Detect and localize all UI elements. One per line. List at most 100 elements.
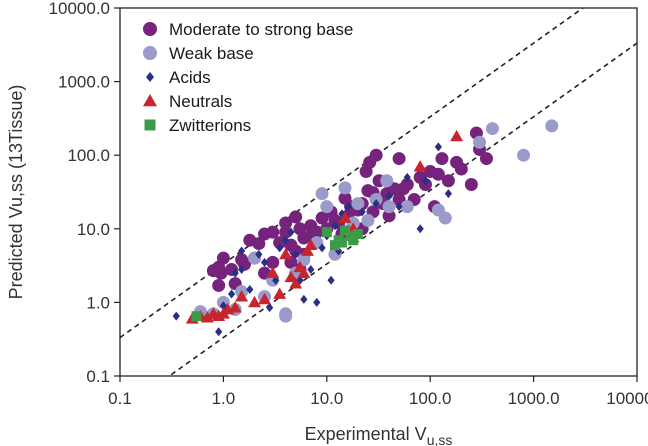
data-point [392, 152, 406, 166]
legend-label: Moderate to strong base [169, 20, 353, 39]
legend-item: Zwitterions [144, 116, 251, 135]
plot-frame [119, 7, 638, 377]
data-point [338, 209, 346, 219]
data-point [338, 211, 352, 223]
data-point [400, 200, 414, 214]
data-point [300, 294, 308, 304]
data-point [434, 142, 442, 152]
data-point [361, 213, 375, 227]
legend-marker [146, 72, 154, 82]
y-tick-label: 0.1 [86, 367, 110, 386]
data-point [382, 200, 396, 214]
data-point [248, 295, 262, 308]
data-point [338, 181, 352, 195]
data-point [228, 301, 242, 313]
x-tick-label: 1000.0 [508, 389, 560, 408]
data-point [431, 167, 445, 181]
data-point [255, 249, 263, 259]
plot-marks [120, 8, 637, 376]
y-tick-label: 1000.0 [58, 73, 110, 92]
data-point [310, 225, 324, 239]
data-point [292, 249, 300, 259]
data-point [479, 152, 493, 166]
y-tick-label: 10.0 [77, 220, 110, 239]
data-point [413, 160, 427, 172]
data-point [279, 225, 293, 239]
data-point [266, 225, 280, 239]
data-point [313, 297, 321, 307]
data-point [464, 177, 478, 191]
data-point [231, 268, 239, 278]
y-tick-label: 1.0 [86, 293, 110, 312]
data-point [260, 257, 269, 267]
data-point [320, 200, 334, 214]
data-point [252, 237, 266, 251]
y-tick-label: 10000.0 [49, 0, 110, 18]
data-point [444, 189, 453, 199]
reference-line-2 [167, 42, 637, 376]
data-point [279, 309, 293, 323]
data-point [172, 311, 180, 321]
data-point [279, 247, 293, 260]
legend-item: Moderate to strong base [143, 20, 353, 39]
data-point [327, 275, 335, 285]
data-point [435, 152, 449, 166]
data-point [416, 224, 424, 234]
series-5 [191, 225, 363, 322]
legend-item: Acids [146, 68, 211, 87]
data-point [545, 119, 559, 133]
data-point [212, 278, 226, 292]
data-point [421, 176, 430, 186]
legend-label: Acids [169, 68, 211, 87]
data-point [273, 287, 287, 299]
data-point [352, 228, 363, 239]
data-point [331, 221, 339, 231]
data-point [238, 246, 246, 256]
data-point [272, 275, 280, 285]
data-point [266, 303, 274, 313]
data-point [441, 174, 455, 188]
legend-label: Zwitterions [169, 116, 251, 135]
legend-marker [143, 22, 157, 36]
data-point [238, 264, 246, 274]
data-point [307, 264, 315, 274]
data-point [382, 209, 396, 223]
x-axis-title: Experimental Vu,ss [305, 424, 453, 446]
data-point [227, 289, 236, 299]
x-tick-label: 1.0 [212, 389, 236, 408]
data-point [304, 238, 318, 251]
series-4 [185, 129, 464, 324]
data-point [297, 266, 311, 278]
x-tick-label: 10000.0 [606, 389, 648, 408]
data-point [300, 244, 314, 256]
data-point [344, 202, 352, 212]
axis-ticks: 0.1 1.0 10.0 100.0 1000.0 10000.0 0.1 1.0 10.0 10… [49, 0, 648, 408]
data-point [351, 197, 365, 211]
data-point [403, 172, 411, 182]
data-point [258, 292, 272, 305]
data-point [191, 311, 202, 322]
data-point [276, 243, 284, 253]
legend-marker [143, 46, 157, 60]
legend-marker [144, 119, 156, 131]
data-point [348, 235, 359, 246]
x-tick-label: 100.0 [409, 389, 452, 408]
data-point [289, 277, 303, 289]
data-point [212, 260, 226, 274]
data-point [266, 266, 280, 278]
data-point [266, 255, 280, 269]
legend-item: Weak base [143, 44, 254, 63]
data-point [395, 202, 403, 212]
series-1 [206, 126, 493, 292]
y-tick-label: 100.0 [67, 146, 110, 165]
data-point [318, 243, 326, 253]
data-point [372, 199, 380, 209]
y-axis-title: Predicted Vu,ss (13Tissue) [6, 85, 26, 300]
data-point [315, 187, 329, 201]
data-point [282, 235, 290, 245]
data-point [235, 290, 249, 302]
data-point [385, 191, 393, 201]
legend-label: Weak base [169, 44, 254, 63]
data-point [336, 237, 347, 248]
data-point [380, 174, 394, 188]
